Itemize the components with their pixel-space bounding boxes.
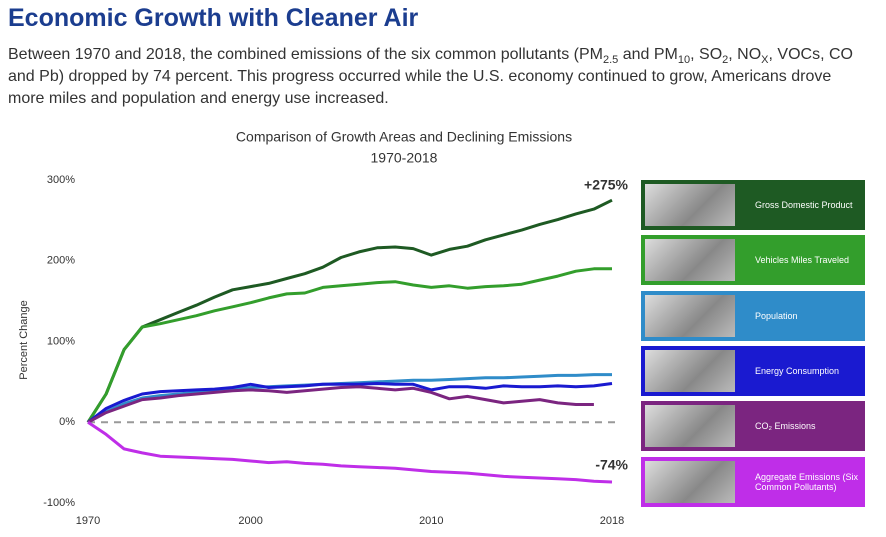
legend-image <box>645 349 735 392</box>
series-line <box>87 382 613 424</box>
legend-item: Population <box>641 290 865 341</box>
heading: Economic Growth with Cleaner Air <box>8 4 419 32</box>
subscript: 10 <box>677 54 691 67</box>
x-tick-label: 2000 <box>238 515 262 527</box>
legend-item: Energy Consumption <box>641 345 865 396</box>
legend-label: Population <box>755 310 798 321</box>
legend-item: Gross Domestic Product <box>641 180 865 230</box>
y-tick-label: -100% <box>43 497 75 509</box>
chart-subtitle: 1970-2018 <box>371 150 438 166</box>
legend-image <box>645 460 735 503</box>
legend-label: Gross Domestic Product <box>755 200 853 210</box>
y-tick-label: 100% <box>47 335 75 347</box>
chart-title: Comparison of Growth Areas and Declining… <box>236 129 572 145</box>
legend-image <box>645 184 735 226</box>
series-line <box>87 385 594 424</box>
series-line <box>86 198 613 424</box>
subscript: 2.5 <box>603 54 619 67</box>
description-text: and PM <box>618 46 678 63</box>
description-text: , VOCs, CO and Pb) dropped by 74 percent… <box>8 46 853 107</box>
legend-image <box>645 405 735 448</box>
description-text: , NO <box>728 46 762 63</box>
legend-label: Energy Consumption <box>755 365 840 376</box>
x-tick-label: 1970 <box>76 515 100 527</box>
series-line <box>87 421 613 484</box>
legend-item: CO₂ Emissions <box>641 401 865 452</box>
y-axis-label: Percent Change <box>18 300 30 380</box>
x-tick-label: 2010 <box>419 515 443 527</box>
legend-label: Vehicles Miles Traveled <box>755 255 850 266</box>
legend-image <box>645 239 735 282</box>
y-tick-label: 300% <box>47 174 75 186</box>
annotation: +275% <box>584 177 629 193</box>
y-tick-label: 0% <box>59 416 75 428</box>
legend-item: Aggregate Emissions (Six Common Pollutan… <box>641 456 865 507</box>
legend-item: Vehicles Miles Traveled <box>641 235 865 286</box>
legend-label: Aggregate Emissions (Six Common Pollutan… <box>755 471 859 492</box>
description-text: , SO <box>690 46 723 63</box>
annotation: -74% <box>595 457 628 473</box>
description-text: Between 1970 and 2018, the combined emis… <box>8 46 603 63</box>
subscript: 2 <box>722 54 729 67</box>
legend-label: CO₂ Emissions <box>755 421 816 432</box>
series-line <box>86 267 612 424</box>
x-tick-label: 2018 <box>600 515 624 527</box>
y-tick-label: 200% <box>47 255 75 267</box>
subscript: X <box>761 54 769 67</box>
description: Between 1970 and 2018, the combined emis… <box>8 44 868 110</box>
legend-image <box>645 294 735 337</box>
